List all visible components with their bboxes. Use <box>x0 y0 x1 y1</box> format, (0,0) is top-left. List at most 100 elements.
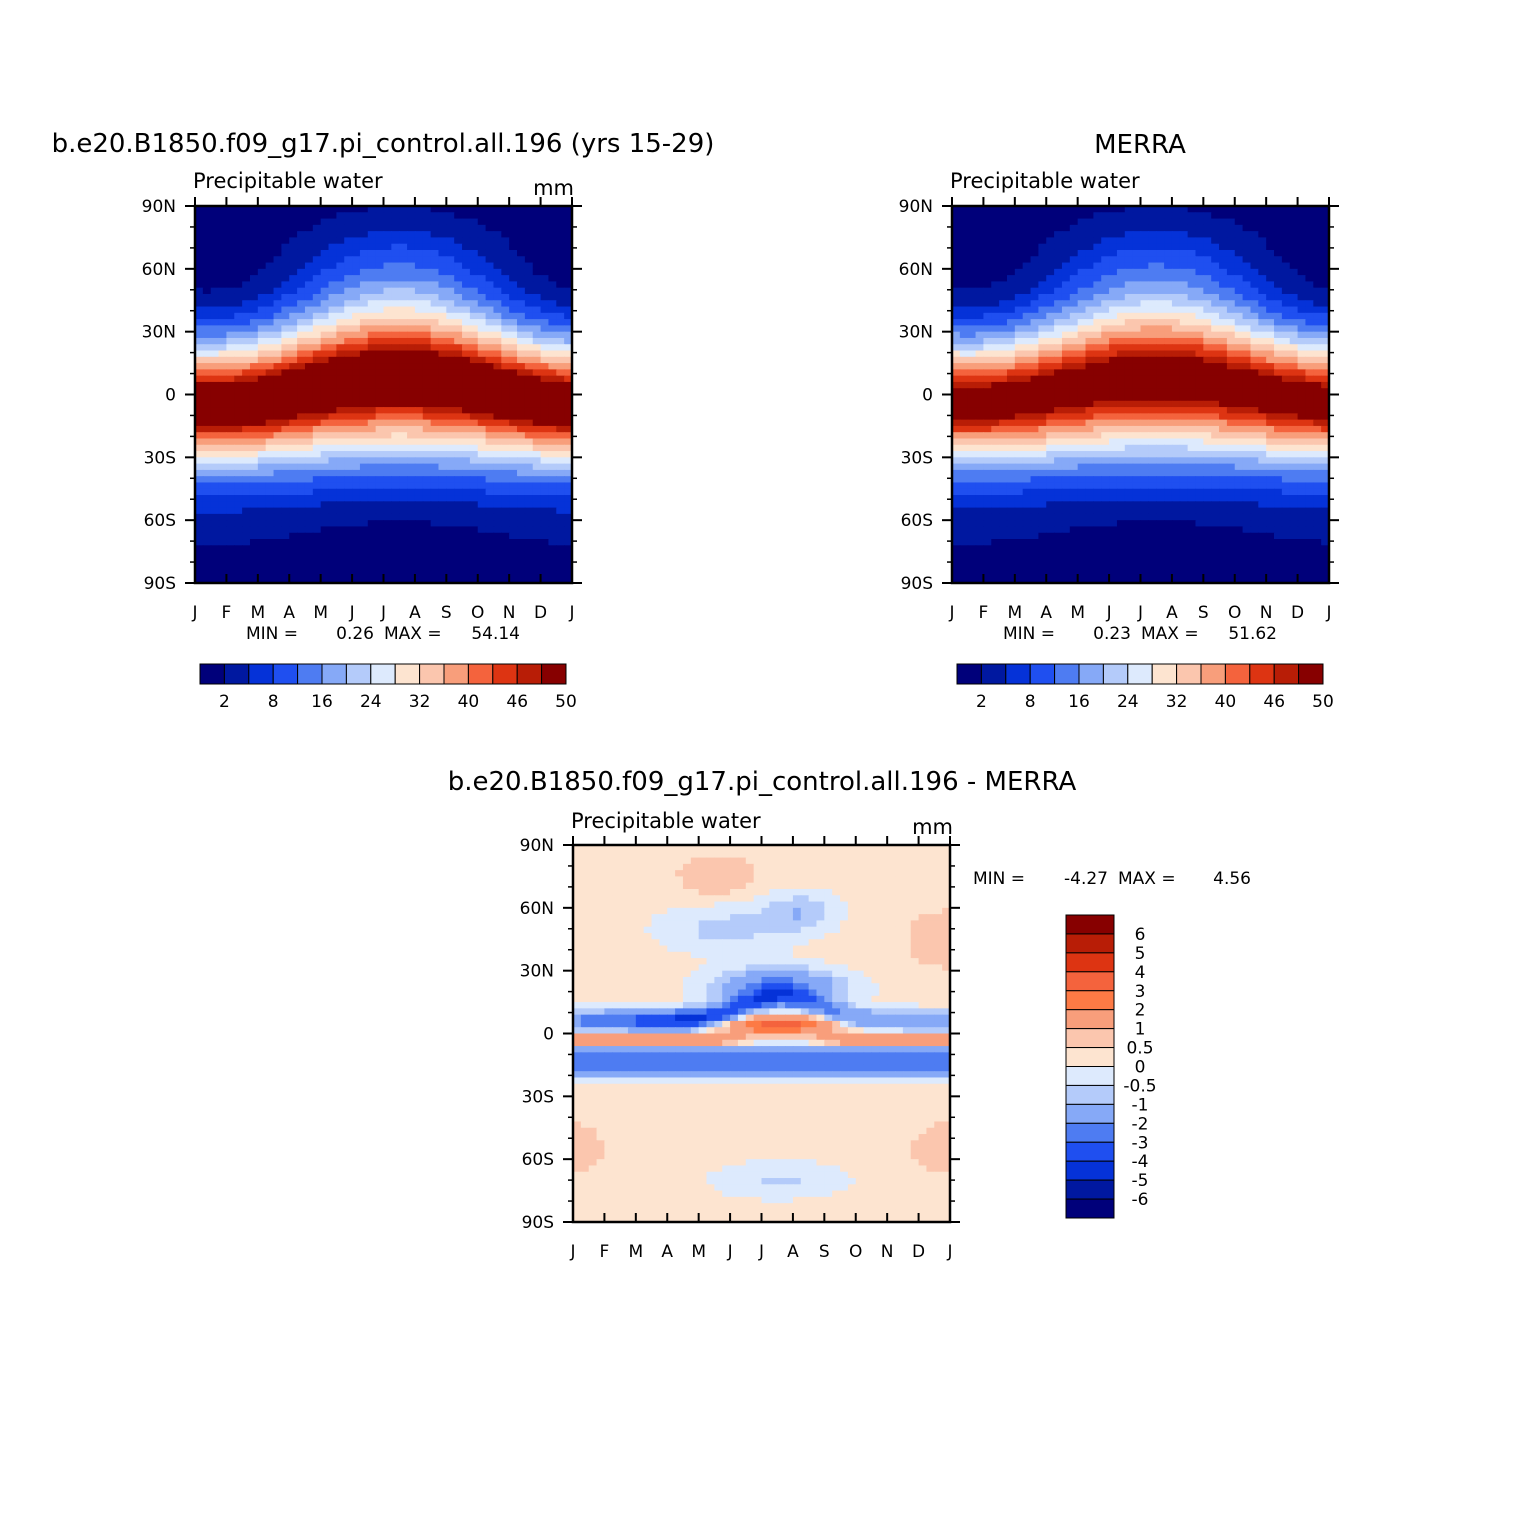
heatmap-cell <box>1321 457 1330 465</box>
heatmap-cell <box>242 249 251 257</box>
heatmap-cell <box>1140 287 1149 295</box>
heatmap-cell <box>446 488 455 496</box>
heatmap-cell <box>1006 325 1016 333</box>
heatmap-cell <box>564 293 573 301</box>
heatmap-cell <box>312 539 322 546</box>
heatmap-cell <box>367 243 377 251</box>
heatmap-cell <box>1030 413 1039 421</box>
heatmap-cell <box>210 375 220 383</box>
heatmap-cell <box>359 488 369 496</box>
heatmap-cell <box>1234 325 1244 333</box>
heatmap-cell <box>975 293 985 301</box>
heatmap-cell <box>1061 444 1071 452</box>
heatmap-cell <box>281 369 290 377</box>
heatmap-cell <box>1234 363 1244 370</box>
heatmap-cell <box>218 495 228 502</box>
heatmap-cell <box>1077 319 1087 326</box>
heatmap-cell <box>952 432 961 440</box>
heatmap-cell <box>477 281 487 289</box>
heatmap-cell <box>289 394 298 402</box>
heatmap-cell <box>556 545 565 553</box>
heatmap-cell <box>1171 281 1181 289</box>
heatmap-cell <box>1234 356 1244 364</box>
heatmap-cell <box>391 388 400 396</box>
heatmap-cell <box>1006 400 1016 408</box>
heatmap-cell <box>1085 287 1094 295</box>
heatmap-cell <box>1148 413 1157 421</box>
heatmap-cell <box>1164 312 1173 320</box>
heatmap-cell <box>375 344 385 352</box>
heatmap-cell <box>1132 287 1142 295</box>
heatmap-cell <box>328 218 337 226</box>
heatmap-cell <box>242 482 251 490</box>
heatmap-cell <box>1069 337 1079 345</box>
heatmap-cell <box>462 501 471 509</box>
heatmap-cell <box>1093 281 1102 289</box>
heatmap-cell <box>1297 237 1307 245</box>
heatmap-cell <box>1140 363 1149 370</box>
heatmap-cell <box>336 425 345 433</box>
heatmap-cell <box>454 526 463 534</box>
heatmap-cell <box>391 237 400 245</box>
heatmap-cell <box>375 476 385 484</box>
heatmap-cell <box>281 275 290 282</box>
heatmap-cell <box>242 407 251 414</box>
heatmap-cell <box>1148 212 1157 220</box>
heatmap-cell <box>344 243 353 251</box>
heatmap-cell <box>312 463 322 471</box>
heatmap-cell <box>438 337 447 345</box>
heatmap-cell <box>1289 344 1299 352</box>
heatmap-cell <box>297 268 306 276</box>
heatmap-cell <box>367 444 377 452</box>
heatmap-cell <box>344 331 353 339</box>
heatmap-cell <box>312 438 322 446</box>
heatmap-cell <box>1242 388 1252 396</box>
heatmap-cell <box>1250 444 1259 452</box>
heatmap-cell <box>967 438 977 446</box>
heatmap-cell <box>242 438 251 446</box>
heatmap-cell <box>289 551 298 559</box>
heatmap-cell <box>501 476 510 484</box>
heatmap-cell <box>336 231 345 239</box>
heatmap-cell <box>257 413 267 421</box>
heatmap-cell <box>1297 388 1307 396</box>
heatmap-cell <box>375 350 385 358</box>
model-heatmap <box>195 206 573 584</box>
heatmap-cell <box>983 268 992 276</box>
heatmap-cell <box>1250 400 1259 408</box>
heatmap-cell <box>952 306 961 314</box>
heatmap-cell <box>1195 394 1204 402</box>
heatmap-cell <box>1211 268 1220 276</box>
heatmap-cell <box>336 306 345 314</box>
heatmap-cell <box>517 388 526 396</box>
heatmap-cell <box>438 457 447 465</box>
heatmap-cell <box>1124 287 1134 295</box>
heatmap-cell <box>422 488 432 496</box>
heatmap-cell <box>1116 394 1126 402</box>
heatmap-cell <box>1046 212 1055 220</box>
heatmap-cell <box>438 275 447 282</box>
heatmap-cell <box>1101 218 1110 226</box>
heatmap-cell <box>407 319 416 326</box>
heatmap-cell <box>1093 331 1102 339</box>
heatmap-cell <box>1069 363 1079 370</box>
heatmap-cell <box>1116 331 1126 339</box>
heatmap-cell <box>446 507 455 515</box>
heatmap-cell <box>407 337 416 345</box>
heatmap-cell <box>1274 331 1283 339</box>
heatmap-cell <box>328 325 337 333</box>
heatmap-cell <box>367 507 377 515</box>
heatmap-cell <box>375 231 385 239</box>
heatmap-cell <box>1054 457 1063 465</box>
heatmap-cell <box>446 206 455 213</box>
heatmap-cell <box>1132 237 1142 245</box>
heatmap-cell <box>1281 287 1291 295</box>
heatmap-cell <box>1030 337 1039 345</box>
heatmap-cell <box>462 557 471 565</box>
heatmap-cell <box>367 325 377 333</box>
heatmap-cell <box>257 287 267 295</box>
heatmap-cell <box>273 356 282 364</box>
heatmap-cell <box>336 539 345 546</box>
heatmap-cell <box>430 400 440 408</box>
heatmap-cell <box>477 394 487 402</box>
